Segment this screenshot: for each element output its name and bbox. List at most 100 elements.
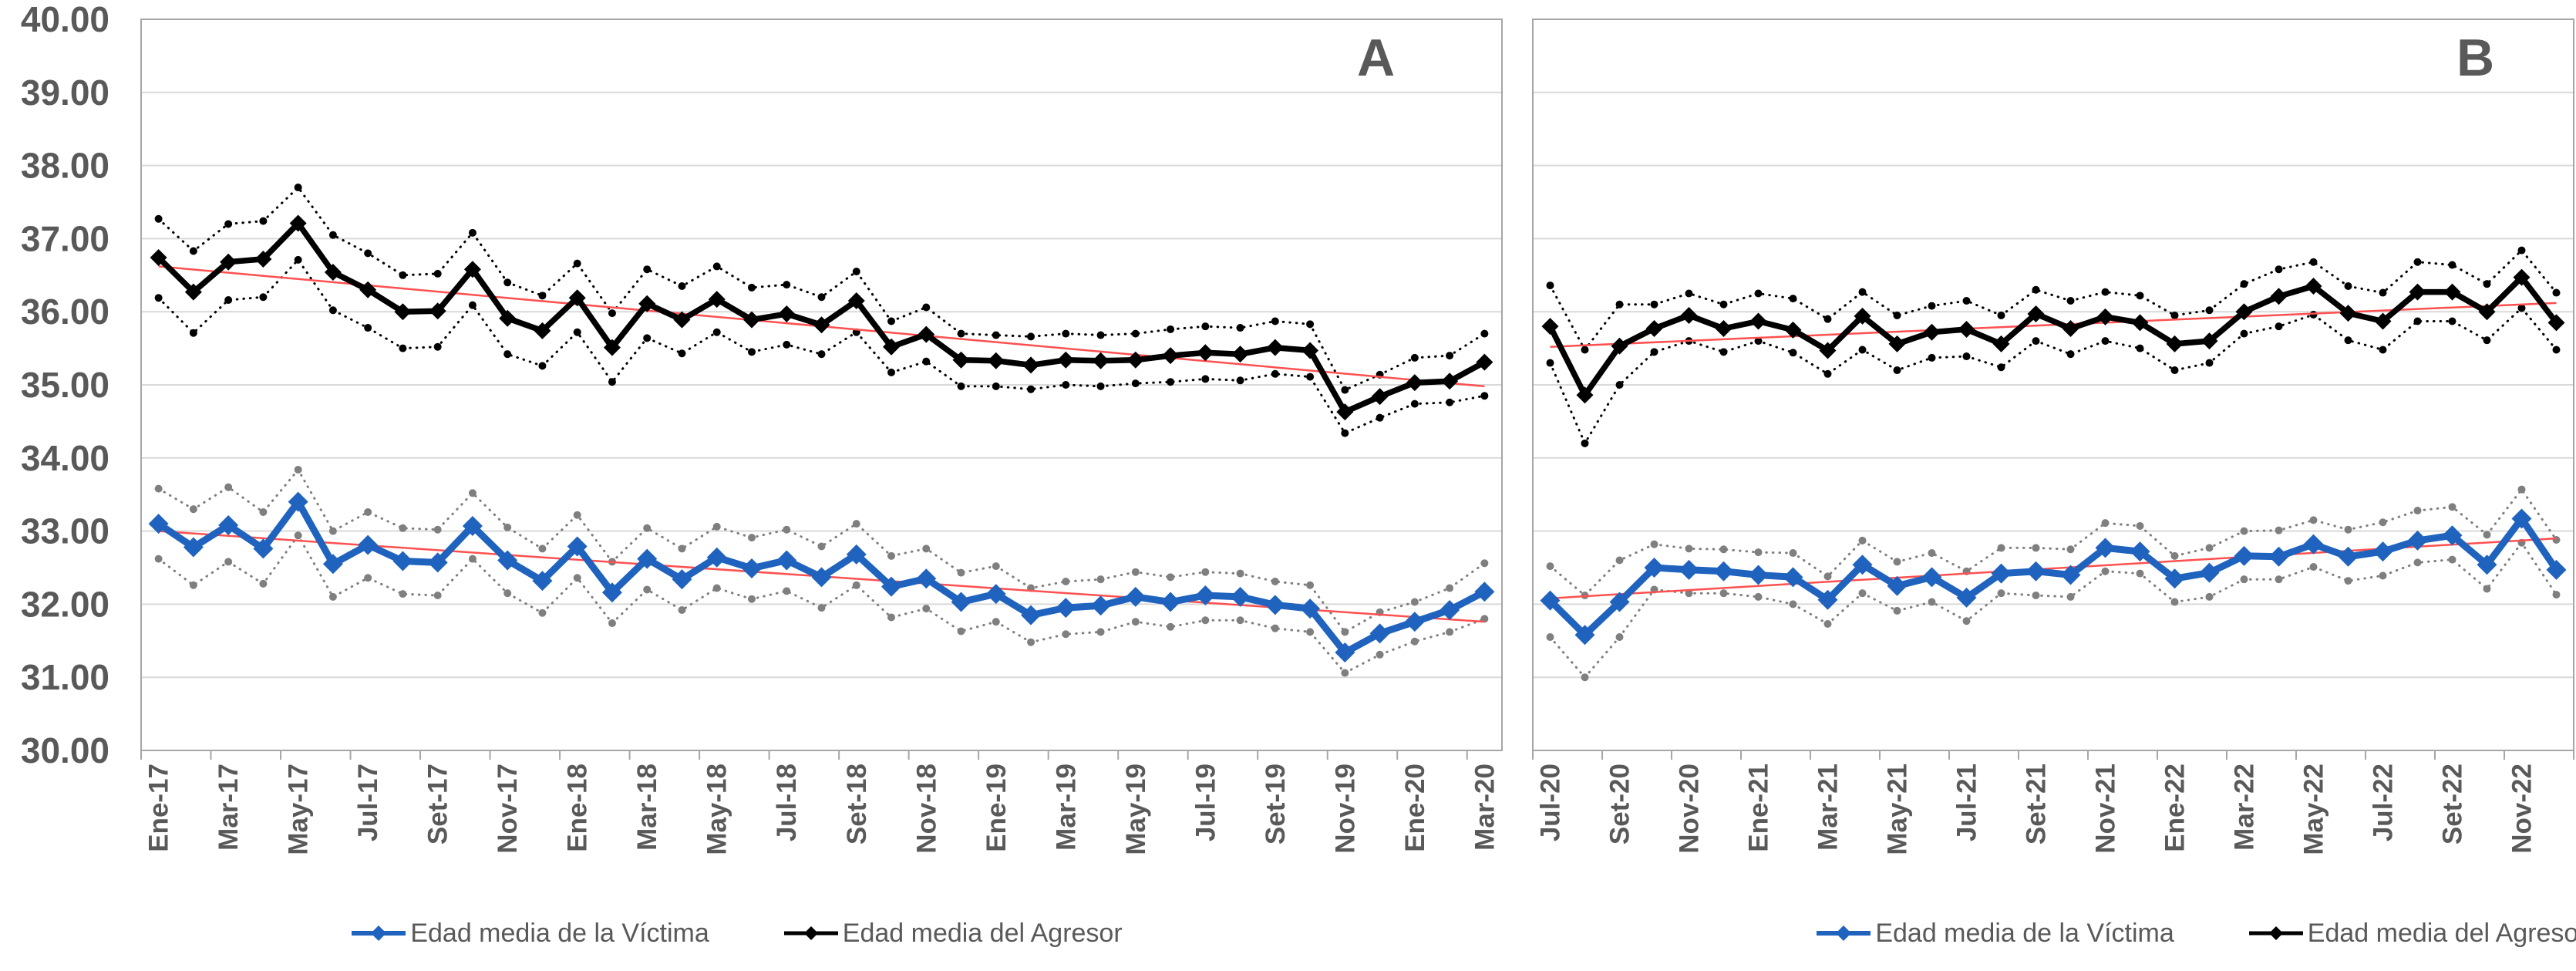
legend-item-victima: Edad media de la Víctima: [350, 919, 709, 949]
victima-diamond-marker: [1574, 625, 1595, 646]
agresor-diamond-line-icon: [783, 926, 838, 940]
agresor-ci-point: [1480, 329, 1489, 338]
x-axis-tick-label: Set-18: [842, 764, 872, 845]
victima-ci-point: [1376, 650, 1384, 659]
victima-diamond-marker: [1644, 558, 1665, 578]
agresor-diamond-marker: [742, 311, 760, 329]
victima-diamond-marker: [1056, 598, 1076, 619]
victima-diamond-marker: [1160, 592, 1181, 612]
agresor-ci-point: [2032, 337, 2040, 346]
agresor-ci-point: [2170, 311, 2179, 319]
agresor-ci-point: [643, 334, 652, 342]
agresor-ci-point: [1754, 289, 1763, 298]
victima-diamond-marker: [2407, 530, 2428, 551]
agresor-ci-point: [887, 368, 896, 376]
agresor-diamond-marker: [1371, 388, 1389, 406]
legend-panel-b: Edad media de la Víctima Edad media del A…: [1689, 909, 2576, 958]
x-axis-tick-label: Mar-22: [2230, 764, 2260, 851]
victima-ci-point: [2101, 519, 2110, 528]
agresor-diamond-marker: [2339, 305, 2357, 322]
agresor-diamond-marker: [568, 289, 586, 307]
agresor-diamond-marker: [359, 281, 377, 298]
victima-diamond-marker: [2442, 525, 2463, 546]
victima-diamond-marker: [148, 514, 169, 534]
agresor-ci-point: [2240, 329, 2248, 338]
agresor-ci-point: [1893, 311, 1901, 319]
victima-diamond-marker: [637, 548, 658, 569]
agresor-ci-point: [817, 350, 826, 359]
victima-ci-point: [294, 531, 302, 540]
victima-ci-point: [2066, 592, 2075, 601]
agresor-ci-point: [2483, 336, 2491, 345]
victima-diamond-marker: [672, 569, 692, 590]
x-axis-tick-label: Set-17: [423, 764, 453, 845]
legend-item-agresor: Edad media del Agresor: [783, 919, 1123, 949]
agresor-diamond-marker: [429, 302, 446, 320]
victima-ci-point: [1685, 589, 1693, 598]
victima-ci-point: [783, 587, 791, 595]
agresor-ci-point: [2379, 288, 2387, 297]
agresor-diamond-marker: [1992, 335, 2010, 352]
agresor-ci-point: [1096, 382, 1105, 390]
x-axis-tick-label: Jul-17: [353, 764, 383, 841]
agresor-diamond-marker: [2374, 312, 2392, 330]
agresor-ci-point: [2483, 280, 2491, 288]
victima-ci-point: [1893, 606, 1901, 615]
agresor-ci-point: [538, 292, 547, 300]
victima-ci-point: [189, 581, 197, 589]
agresor-diamond-marker: [2027, 305, 2045, 323]
victima-ci-point: [2413, 507, 2422, 515]
victima-diamond-marker: [2338, 546, 2359, 567]
victima-ci-point: [399, 524, 407, 532]
victima-diamond-marker: [1887, 575, 1908, 596]
agresor-diamond-marker: [1266, 339, 1284, 356]
victima-ci-point: [2309, 516, 2318, 524]
victima-diamond-marker: [1748, 565, 1769, 585]
victima-ci-point: [1546, 562, 1554, 571]
victima-diamond-marker: [2546, 559, 2567, 580]
agresor-diamond-marker: [883, 338, 901, 356]
x-axis-tick-label: Ene-17: [144, 764, 174, 852]
agresor-ci-point: [503, 350, 512, 359]
victima-ci-point: [1062, 630, 1070, 639]
victima-ci-point: [2379, 518, 2387, 527]
victima-ci-point: [2032, 544, 2040, 552]
x-axis-tick-label: Set-22: [2438, 764, 2468, 845]
victima-diamond-marker: [1956, 587, 1977, 608]
victima-diamond-marker: [532, 571, 553, 592]
agresor-diamond-marker: [1680, 306, 1698, 324]
agresor-diamond-marker: [1888, 335, 1906, 352]
victima-diamond-marker: [253, 538, 274, 559]
x-axis-tick-label: Ene-20: [1400, 764, 1430, 852]
agresor-ci-point: [2275, 265, 2283, 274]
agresor-diamond-marker: [2166, 335, 2184, 352]
victima-ci-point: [1096, 575, 1105, 584]
agresor-ci-point: [468, 228, 476, 237]
agresor-ci-point: [1581, 346, 1589, 354]
legend-panel-a: Edad media de la Víctima Edad media del A…: [224, 909, 1249, 958]
victima-diamond-marker: [881, 576, 902, 597]
agresor-ci-point: [294, 184, 302, 192]
agresor-ci-point: [433, 342, 442, 351]
agresor-diamond-marker: [2131, 314, 2149, 332]
x-axis-tick-label: Mar-20: [1470, 764, 1500, 851]
victima-ci-point: [852, 520, 860, 528]
victima-diamond-marker: [1264, 595, 1285, 615]
agresor-diamond-marker: [1645, 320, 1663, 338]
y-axis-tick-label: 39.00: [21, 72, 109, 113]
agresor-ci-point: [1962, 352, 1971, 361]
victima-diamond-marker: [2477, 555, 2497, 575]
agresor-ci-point: [1167, 325, 1175, 333]
victima-ci-point: [1928, 549, 1936, 558]
victima-diamond-marker: [462, 515, 483, 536]
victima-diamond-marker: [2303, 534, 2324, 555]
agresor-ci-point: [1027, 385, 1035, 393]
y-axis-tick-label: 34.00: [21, 438, 109, 478]
x-axis-tick-label: May-19: [1121, 764, 1151, 855]
victima-ci-point: [1789, 549, 1797, 558]
victima-diamond-marker: [2025, 561, 2046, 582]
agresor-ci-point: [538, 362, 547, 370]
victima-diamond-marker: [183, 537, 204, 558]
agresor-ci-point: [2136, 292, 2144, 300]
